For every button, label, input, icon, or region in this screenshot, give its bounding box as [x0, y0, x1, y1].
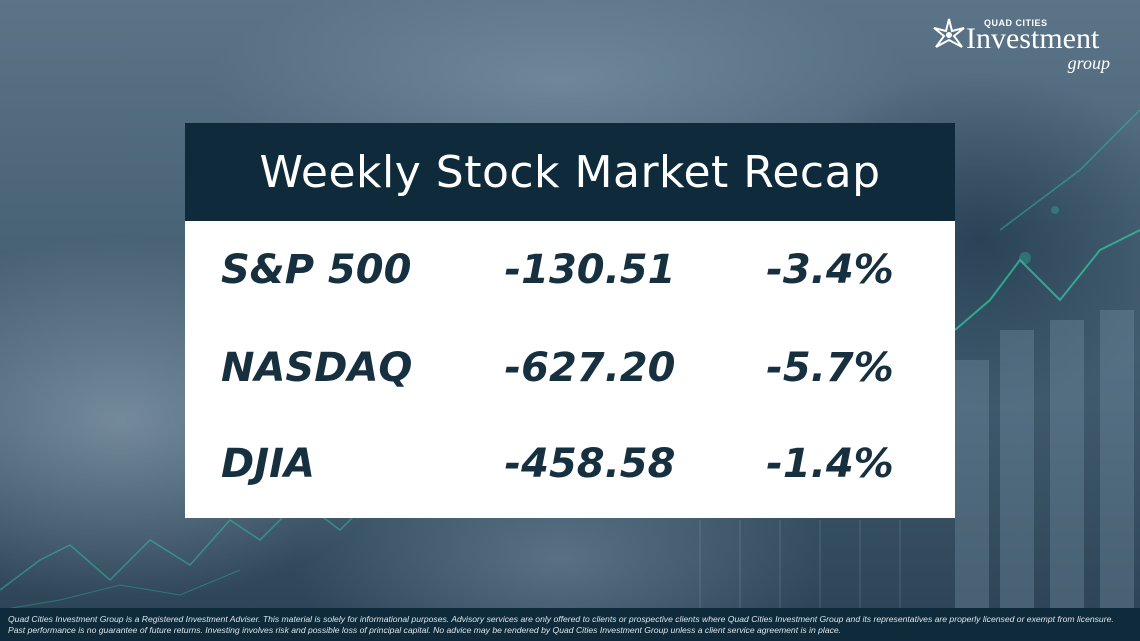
- index-row-sp500: S&P 500 -130.51 -3.4%: [185, 247, 955, 307]
- index-percent-change: -1.4%: [766, 441, 894, 487]
- logo-line-investment: Investment: [966, 22, 1100, 55]
- index-percent-change: -3.4%: [766, 247, 894, 293]
- index-name: DJIA: [221, 441, 315, 487]
- index-row-nasdaq: NASDAQ -627.20 -5.7%: [185, 345, 955, 405]
- index-points-change: -130.51: [504, 247, 676, 293]
- company-logo: QUAD CITIES Investment group: [932, 14, 1122, 74]
- index-row-djia: DJIA -458.58 -1.4%: [185, 441, 955, 501]
- index-percent-change: -5.7%: [766, 345, 894, 391]
- logo-line-quad-cities: QUAD CITIES: [984, 18, 1048, 28]
- star-icon: [933, 18, 965, 48]
- index-points-change: -627.20: [504, 345, 676, 391]
- logo-line-group: group: [1067, 53, 1110, 73]
- recap-panel: Weekly Stock Market Recap S&P 500 -130.5…: [185, 123, 955, 518]
- index-name: S&P 500: [221, 247, 412, 293]
- index-points-change: -458.58: [504, 441, 676, 487]
- recap-title: Weekly Stock Market Recap: [185, 123, 955, 221]
- index-name: NASDAQ: [221, 345, 413, 391]
- disclaimer-footer: Quad Cities Investment Group is a Regist…: [0, 608, 1140, 641]
